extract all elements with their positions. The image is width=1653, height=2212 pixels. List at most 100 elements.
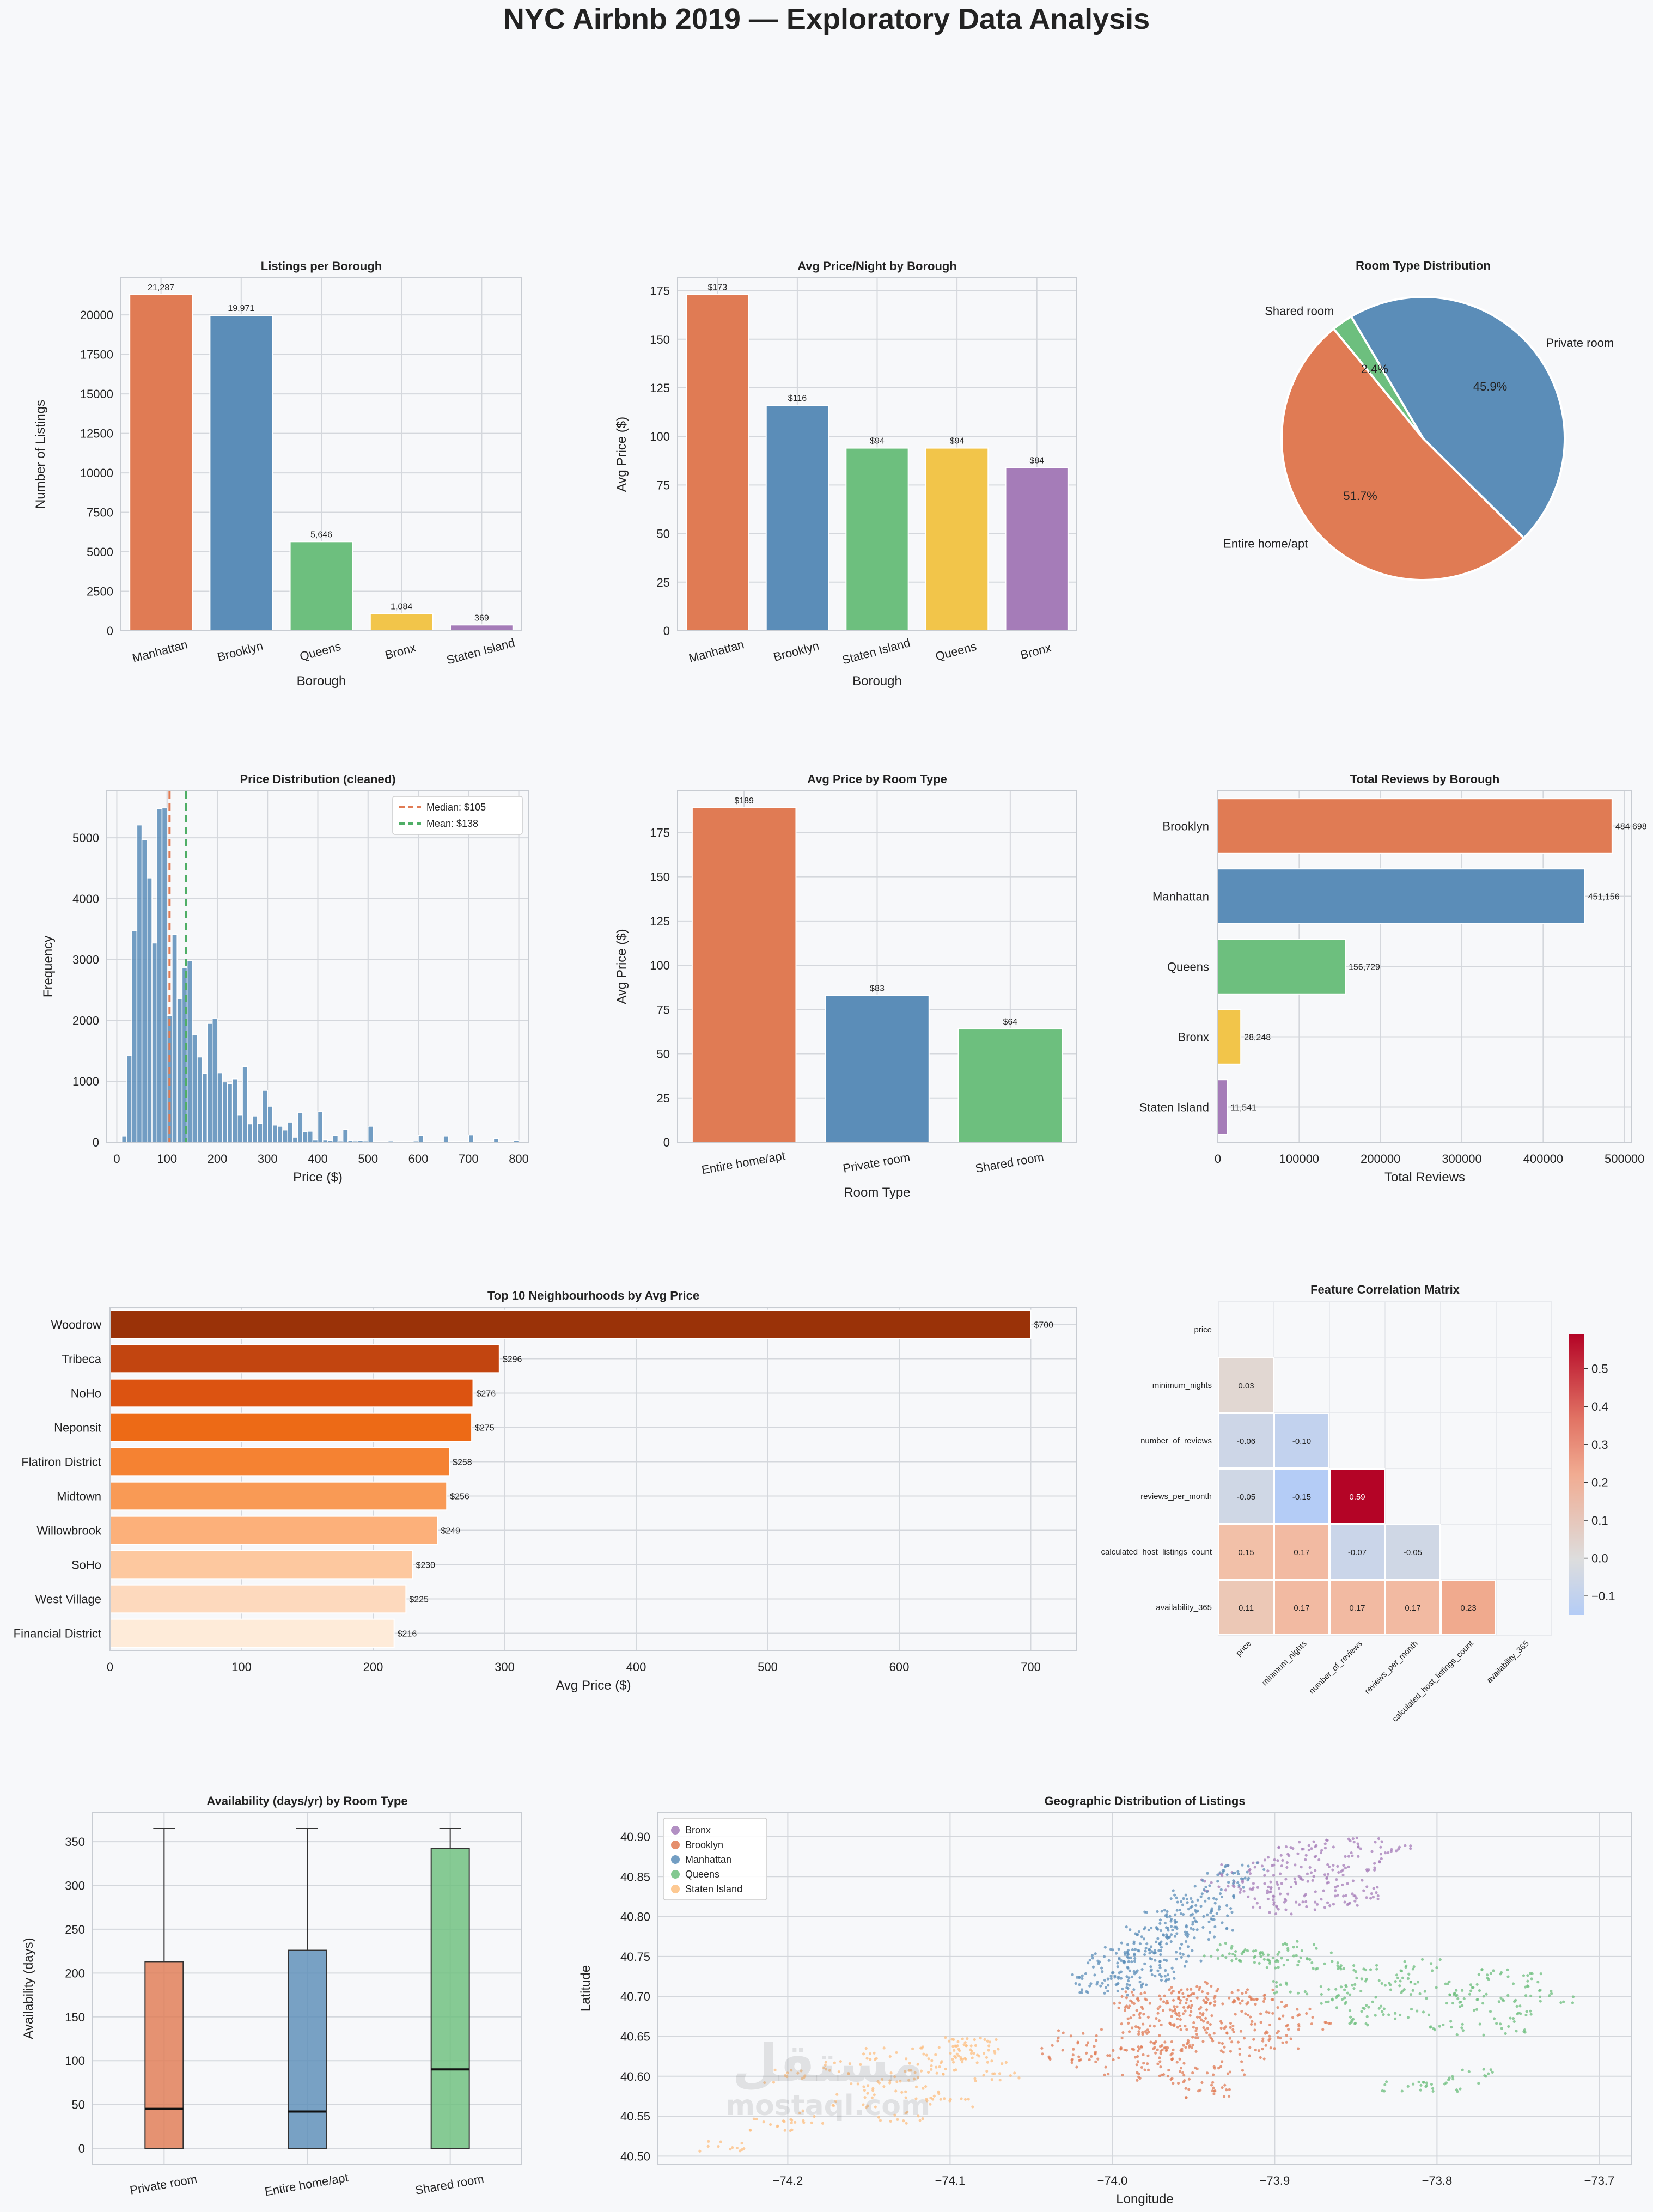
scatter-point bbox=[1181, 1912, 1185, 1916]
scatter-point bbox=[1460, 1989, 1464, 1992]
scatter-point bbox=[907, 2079, 911, 2082]
scatter-point bbox=[1324, 2000, 1327, 2004]
scatter-point bbox=[1102, 1955, 1106, 1958]
scatter-point bbox=[1261, 2039, 1265, 2043]
scatter-point bbox=[1192, 1928, 1195, 1931]
scatter-point bbox=[1206, 1872, 1209, 1875]
scatter-point bbox=[1312, 1875, 1315, 1878]
chart-title: Geographic Distribution of Listings bbox=[1044, 1794, 1245, 1808]
scatter-point bbox=[1417, 2080, 1420, 2084]
scatter-point bbox=[1078, 1976, 1081, 1979]
scatter-point bbox=[1253, 2022, 1257, 2026]
heatmap-value: -0.06 bbox=[1237, 1437, 1255, 1446]
scatter-point bbox=[1381, 2010, 1384, 2013]
scatter-point bbox=[802, 2121, 806, 2124]
scatter-point bbox=[1284, 1981, 1288, 1984]
heatmap-value: 0.23 bbox=[1460, 1604, 1476, 1613]
scatter-point bbox=[1155, 1940, 1158, 1943]
scatter-point bbox=[1276, 2006, 1279, 2009]
scatter-point bbox=[1438, 2025, 1441, 2028]
y-tick-label: 50 bbox=[72, 2098, 85, 2112]
hist-bar bbox=[292, 1137, 298, 1143]
scatter-point bbox=[1185, 1897, 1188, 1901]
scatter-point bbox=[1197, 2089, 1200, 2093]
scatter-point bbox=[1435, 1966, 1438, 1970]
scatter-point bbox=[1278, 1872, 1282, 1875]
scatter-point bbox=[894, 2089, 898, 2093]
scatter-point bbox=[1352, 1841, 1356, 1844]
scatter-point bbox=[803, 2074, 807, 2077]
hist-bar bbox=[297, 1112, 303, 1143]
scatter-point bbox=[1086, 2041, 1090, 2044]
scatter-point bbox=[1120, 1959, 1123, 1963]
scatter-point bbox=[875, 2057, 878, 2060]
scatter-point bbox=[1236, 1881, 1240, 1885]
scatter-point bbox=[1342, 1864, 1345, 1867]
scatter-point bbox=[956, 2040, 960, 2044]
scatter-point bbox=[866, 2084, 870, 2087]
scatter-point bbox=[1348, 1902, 1352, 1905]
x-tick-label: 300000 bbox=[1442, 1152, 1481, 1166]
scatter-point bbox=[1224, 2025, 1228, 2028]
data-label: $173 bbox=[708, 283, 728, 293]
scatter-point bbox=[1325, 1877, 1328, 1880]
scatter-point bbox=[1529, 1994, 1533, 1997]
bar bbox=[369, 613, 434, 631]
heatmap-value: -0.07 bbox=[1348, 1548, 1367, 1557]
scatter-point bbox=[1129, 2016, 1132, 2020]
scatter-point bbox=[1210, 1907, 1213, 1910]
data-label: $83 bbox=[870, 984, 885, 993]
scatter-point bbox=[1373, 1862, 1376, 1865]
scatter-point bbox=[1182, 2044, 1185, 2047]
scatter-point bbox=[1397, 1848, 1400, 1851]
scatter-point bbox=[957, 2054, 961, 2058]
scatter-point bbox=[1515, 2030, 1518, 2033]
scatter-point bbox=[824, 2068, 828, 2071]
scatter-point bbox=[1323, 2021, 1327, 2024]
scatter-point bbox=[1138, 1976, 1142, 1979]
scatter-point bbox=[1376, 1894, 1380, 1898]
scatter-point bbox=[1272, 1901, 1276, 1904]
scatter-point bbox=[1303, 1990, 1307, 1994]
y-tick-label: 40.90 bbox=[620, 1830, 650, 1844]
scatter-point bbox=[1396, 1976, 1400, 1979]
heatmap-value: 0.17 bbox=[1294, 1548, 1309, 1557]
scatter-point bbox=[931, 2098, 935, 2101]
scatter-point bbox=[1273, 1991, 1276, 1995]
y-tick-label: 3000 bbox=[72, 953, 99, 967]
scatter-point bbox=[1236, 1989, 1240, 1992]
scatter-point bbox=[859, 2063, 862, 2066]
scatter-point bbox=[1259, 1951, 1262, 1954]
scatter-point bbox=[1186, 1901, 1189, 1904]
scatter-point bbox=[1137, 2045, 1140, 2049]
scatter-point bbox=[1274, 1960, 1278, 1963]
scatter-point bbox=[1365, 2015, 1369, 2018]
scatter-point bbox=[1193, 1917, 1196, 1920]
scatter-point bbox=[1524, 2013, 1528, 2017]
hist-bar bbox=[342, 1129, 349, 1143]
scatter-point bbox=[1273, 1966, 1277, 1970]
legend-box bbox=[392, 796, 523, 835]
scatter-point bbox=[1422, 2080, 1425, 2084]
scatter-point bbox=[1287, 2028, 1290, 2031]
scatter-point bbox=[1332, 1863, 1335, 1867]
data-label: 28,248 bbox=[1244, 1033, 1271, 1043]
scatter-point bbox=[1195, 2015, 1199, 2019]
scatter-point bbox=[742, 2147, 746, 2150]
scatter-point bbox=[1213, 2003, 1216, 2007]
scatter-point bbox=[988, 2040, 992, 2044]
y-tick-label: 40.60 bbox=[620, 2070, 650, 2083]
scatter-point bbox=[1406, 1977, 1410, 1980]
scatter-point bbox=[1146, 2062, 1149, 2065]
scatter-point bbox=[982, 2074, 985, 2077]
scatter-point bbox=[1228, 2037, 1231, 2040]
legend-label: Mean: $138 bbox=[426, 818, 478, 829]
bar bbox=[925, 447, 989, 631]
scatter-point bbox=[1275, 1981, 1278, 1984]
scatter-point bbox=[1461, 2029, 1465, 2032]
scatter-point bbox=[1445, 2002, 1449, 2005]
scatter-point bbox=[1148, 1952, 1151, 1955]
scatter-point bbox=[1047, 2055, 1051, 2058]
scatter-point bbox=[1191, 2071, 1194, 2075]
